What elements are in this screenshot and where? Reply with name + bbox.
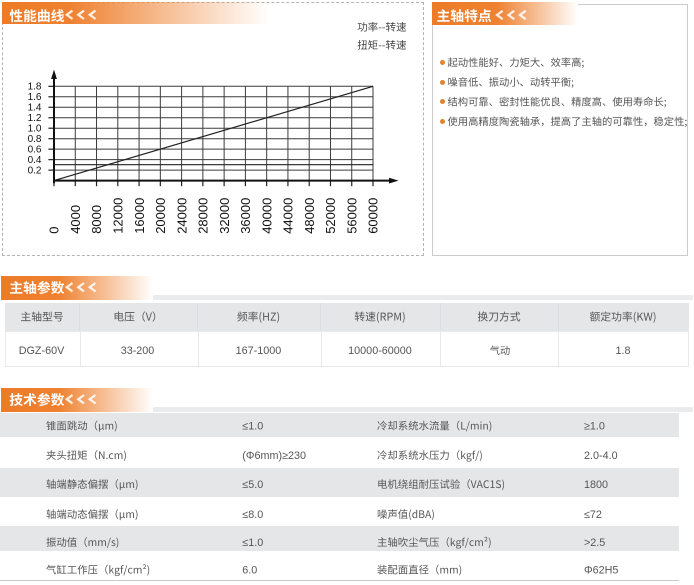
svg-text:44000: 44000 bbox=[281, 198, 296, 234]
svg-text:≤8.0: ≤8.0 bbox=[242, 509, 263, 521]
svg-text:16000: 16000 bbox=[132, 198, 147, 234]
svg-text:≤1.0: ≤1.0 bbox=[242, 537, 263, 549]
svg-text:1800: 1800 bbox=[584, 479, 608, 491]
svg-text:32000: 32000 bbox=[217, 198, 232, 234]
svg-text:10000-60000: 10000-60000 bbox=[348, 345, 412, 357]
svg-text:0.8: 0.8 bbox=[28, 134, 42, 145]
svg-text:0: 0 bbox=[47, 227, 62, 234]
svg-text:8000: 8000 bbox=[89, 205, 104, 234]
svg-text:0.6: 0.6 bbox=[28, 145, 42, 156]
svg-text:1.6: 1.6 bbox=[28, 92, 42, 103]
svg-text:≥1.0: ≥1.0 bbox=[584, 421, 605, 433]
svg-text:1.0: 1.0 bbox=[28, 124, 42, 135]
svg-text:20000: 20000 bbox=[153, 198, 168, 234]
svg-text:DGZ-60V: DGZ-60V bbox=[19, 345, 65, 357]
svg-text:≤1.0: ≤1.0 bbox=[242, 421, 263, 433]
svg-text:≤5.0: ≤5.0 bbox=[242, 479, 263, 491]
svg-text:6.0: 6.0 bbox=[242, 565, 257, 577]
svg-text:1.8: 1.8 bbox=[615, 345, 630, 357]
svg-text:1.2: 1.2 bbox=[28, 113, 42, 124]
svg-text:1.8: 1.8 bbox=[28, 82, 42, 93]
svg-text:0.2: 0.2 bbox=[28, 166, 42, 177]
svg-text:36000: 36000 bbox=[238, 198, 253, 234]
svg-text:12000: 12000 bbox=[111, 198, 126, 234]
svg-text:60000: 60000 bbox=[366, 198, 381, 234]
svg-text:48000: 48000 bbox=[302, 198, 317, 234]
svg-text:167-1000: 167-1000 bbox=[236, 345, 282, 357]
svg-text:24000: 24000 bbox=[174, 198, 189, 234]
svg-text:33-200: 33-200 bbox=[121, 345, 155, 357]
svg-text:1.4: 1.4 bbox=[28, 103, 42, 114]
svg-text:Φ62H5: Φ62H5 bbox=[584, 565, 618, 577]
svg-text:56000: 56000 bbox=[344, 198, 359, 234]
svg-text:>2.5: >2.5 bbox=[584, 537, 605, 549]
svg-text:(Φ6mm)≥230: (Φ6mm)≥230 bbox=[242, 450, 306, 462]
svg-text:40000: 40000 bbox=[259, 198, 274, 234]
svg-text:2.0-4.0: 2.0-4.0 bbox=[584, 450, 618, 462]
svg-text:4000: 4000 bbox=[68, 205, 83, 234]
svg-text:≤72: ≤72 bbox=[584, 509, 602, 521]
svg-text:28000: 28000 bbox=[196, 198, 211, 234]
svg-text:0.4: 0.4 bbox=[28, 155, 42, 166]
svg-text:52000: 52000 bbox=[323, 198, 338, 234]
